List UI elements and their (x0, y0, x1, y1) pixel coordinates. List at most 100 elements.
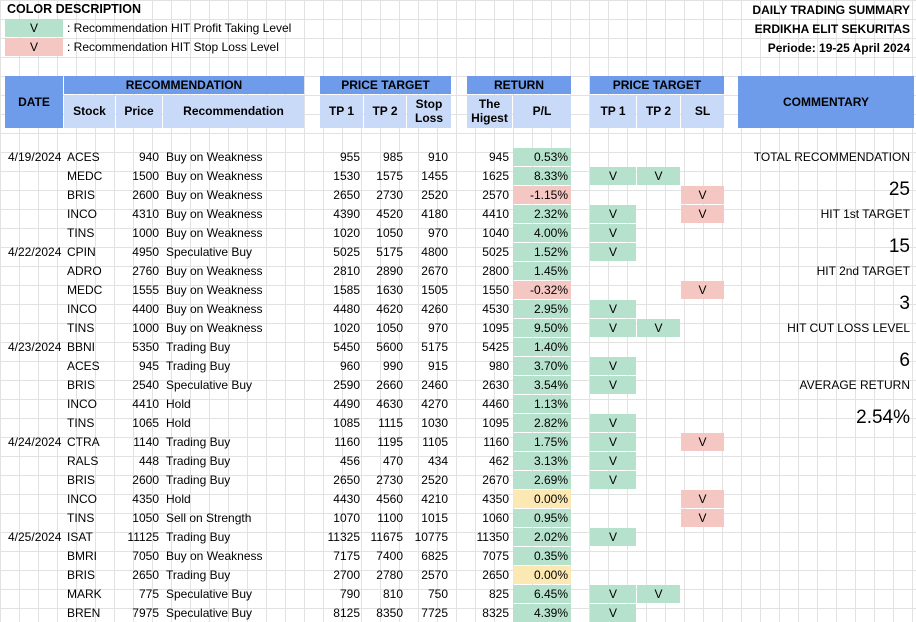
tp2-cell: 1195 (377, 435, 403, 449)
hit-tp1-cell: V (590, 167, 636, 185)
pl-cell: 2.82% (513, 414, 571, 432)
hit-tp2-cell (637, 205, 680, 223)
hit-tp1-cell (590, 281, 636, 299)
tp1-cell: 4390 (333, 207, 360, 221)
tp2-cell: 810 (382, 587, 403, 601)
hit-tp2-cell (637, 281, 680, 299)
hit-tp1-cell: V (590, 433, 636, 451)
hit-sl-cell (681, 319, 724, 337)
pl-cell: 0.35% (513, 547, 571, 565)
stock-cell: BRIS (67, 188, 96, 202)
hit-sl-cell: V (681, 205, 724, 223)
tp2-cell: 4620 (376, 302, 403, 316)
hit-2nd-target-label: HIT 2nd TARGET (816, 263, 910, 278)
highest-cell: 1160 (483, 435, 509, 449)
stock-cell: TINS (67, 416, 95, 430)
highest-cell: 2670 (482, 473, 509, 487)
date-cell (5, 205, 63, 223)
pl-cell: 1.40% (513, 338, 571, 356)
recommendation-cell: Trading Buy (166, 568, 231, 582)
pl-cell: 0.95% (513, 509, 571, 527)
tp1-cell: 1020 (333, 321, 360, 335)
pl-header: P/L (513, 95, 571, 128)
tp1-cell: 4430 (333, 492, 360, 506)
tp2-cell: 1100 (377, 511, 403, 525)
highest-cell: 4530 (482, 302, 509, 316)
stop-loss-cell: 1455 (421, 169, 448, 183)
pl-cell: 2.95% (513, 300, 571, 318)
stock-cell: BMRI (67, 549, 97, 563)
stock-header: Stock (64, 95, 115, 128)
pl-cell: 0.00% (513, 566, 571, 584)
date-cell (5, 414, 63, 432)
stop-loss-header: Stop Loss (407, 95, 451, 128)
hit-tp1-cell (590, 186, 636, 204)
highest-cell: 462 (488, 454, 509, 468)
stock-cell: MEDC (67, 169, 103, 183)
stop-loss-cell: 4270 (421, 397, 448, 411)
tp2-cell: 1050 (376, 321, 403, 335)
pl-cell: 0.00% (513, 490, 571, 508)
pl-cell: 4.39% (513, 604, 571, 622)
tp2-cell: 5175 (376, 245, 403, 259)
hit-tp1-cell (590, 262, 636, 280)
recommendation-cell: Trading Buy (166, 473, 231, 487)
recommendation-cell: Buy on Weakness (166, 207, 263, 221)
tp1-cell: 11325 (327, 530, 360, 544)
price-cell: 945 (138, 359, 159, 373)
date-cell: 4/22/2024 (8, 245, 62, 259)
price-cell: 1000 (132, 321, 159, 335)
tp2-cell: 11675 (370, 530, 403, 544)
profit-legend-swatch: V (5, 19, 63, 37)
tp1-cell: 2700 (333, 568, 360, 582)
loss-legend-swatch: V (5, 38, 63, 56)
highest-cell: 1095 (482, 321, 509, 335)
stop-loss-cell: 6825 (421, 549, 448, 563)
stock-cell: INCO (67, 492, 97, 506)
tp1-cell: 2590 (333, 378, 360, 392)
highest-cell: 2570 (482, 188, 509, 202)
stop-loss-cell: 4180 (421, 207, 448, 221)
tp2-cell: 5600 (376, 340, 403, 354)
highest-cell: 1040 (482, 226, 509, 240)
hit-sl-cell (681, 224, 724, 242)
stop-loss-cell: 10775 (414, 530, 448, 544)
total-recommendation-value: 25 (888, 179, 910, 200)
hit-sl-cell (681, 262, 724, 280)
date-cell (5, 376, 63, 394)
tp1-header: TP 1 (320, 95, 363, 128)
price-cell: 4400 (132, 302, 159, 316)
hit-tp2-cell: V (637, 167, 680, 185)
tp2-cell: 990 (382, 359, 403, 373)
date-cell (5, 509, 63, 527)
recommendation-cell: Speculative Buy (166, 245, 253, 259)
hit-tp1-cell (590, 490, 636, 508)
recommendation-cell: Trading Buy (166, 435, 231, 449)
date-cell (5, 490, 63, 508)
hit-1st-target-label: HIT 1st TARGET (820, 206, 910, 221)
stock-cell: TINS (67, 226, 95, 240)
recommendation-cell: Buy on Weakness (166, 321, 263, 335)
recommendation-cell: Buy on Weakness (166, 169, 263, 183)
tp1-cell: 1070 (333, 511, 360, 525)
price-cell: 2600 (132, 188, 159, 202)
highest-cell: 945 (488, 150, 509, 164)
stock-cell: ISAT (67, 530, 93, 544)
hit-sl-cell: V (681, 433, 724, 451)
hit-sl-cell (681, 604, 724, 622)
stock-cell: BREN (67, 606, 101, 620)
pl-cell: 4.00% (513, 224, 571, 242)
price-cell: 2540 (132, 378, 159, 392)
pl-cell: 6.45% (513, 585, 571, 603)
tp2-cell: 2660 (376, 378, 403, 392)
stop-loss-cell: 4260 (421, 302, 448, 316)
hit-sl-cell: V (681, 509, 724, 527)
highest-cell: 825 (488, 587, 509, 601)
stop-loss-cell: 7725 (421, 606, 448, 620)
pl-cell: 1.75% (513, 433, 571, 451)
stop-loss-cell: 915 (427, 359, 448, 373)
tp1-cell: 7175 (333, 549, 360, 563)
hit-sl-cell (681, 338, 724, 356)
recommendation-cell: Speculative Buy (166, 606, 253, 620)
hit-tp1-cell: V (590, 471, 636, 489)
